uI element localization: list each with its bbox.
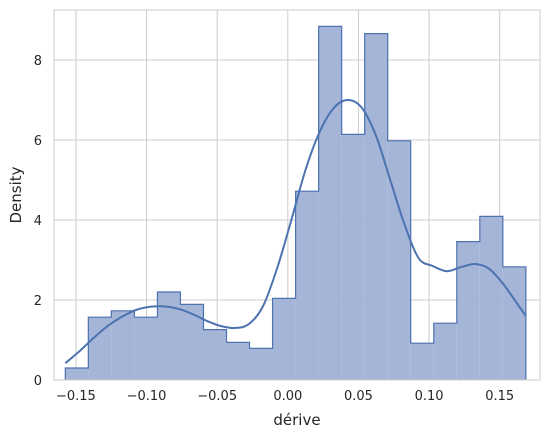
histogram-bar — [364, 33, 388, 380]
x-tick-label: 0.15 — [485, 389, 514, 404]
y-tick-label: 6 — [34, 134, 42, 149]
y-axis-label: Density — [7, 166, 25, 223]
histogram-bar — [180, 304, 204, 380]
histogram-bar — [134, 317, 158, 380]
y-tick-label: 0 — [34, 374, 42, 389]
histogram-bar — [433, 323, 457, 380]
plot-frame — [53, 9, 541, 381]
x-tick-label: 0.10 — [415, 389, 444, 404]
y-tick-label: 4 — [34, 214, 42, 229]
x-tick-labels: −0.15 −0.10 −0.05 0.00 0.05 0.10 0.15 — [56, 389, 514, 404]
y-tick-label: 2 — [34, 294, 42, 309]
histogram-bar — [88, 317, 112, 380]
histogram-bar — [502, 266, 526, 380]
x-tick-label: −0.05 — [197, 389, 237, 404]
y-tick-labels: 0 2 4 6 8 — [34, 54, 42, 389]
histogram-bar — [295, 191, 319, 380]
histogram-bar — [479, 216, 503, 380]
histogram-step-outline — [64, 25, 527, 380]
histogram-bar — [341, 134, 365, 380]
histogram-bar — [203, 329, 227, 380]
x-tick-label: −0.15 — [56, 389, 96, 404]
kde-curve-group — [64, 98, 527, 364]
histogram-bar — [272, 298, 296, 380]
histogram-bar — [410, 343, 434, 380]
histogram-bar — [249, 348, 273, 380]
x-tick-label: −0.10 — [127, 389, 167, 404]
x-axis-label: dérive — [273, 411, 320, 429]
histogram-bars — [64, 25, 527, 381]
kde-line — [64, 98, 527, 364]
histogram-bar — [456, 241, 480, 380]
x-tick-label: 0.05 — [344, 389, 373, 404]
histogram-bar — [387, 140, 411, 380]
histogram-bar — [157, 292, 181, 380]
histogram-bar — [111, 310, 135, 380]
x-tick-label: 0.00 — [273, 389, 302, 404]
y-tick-label: 8 — [34, 54, 42, 69]
histogram-bar — [226, 342, 250, 380]
histogram-bar — [318, 26, 342, 381]
histogram-bar — [65, 368, 89, 380]
